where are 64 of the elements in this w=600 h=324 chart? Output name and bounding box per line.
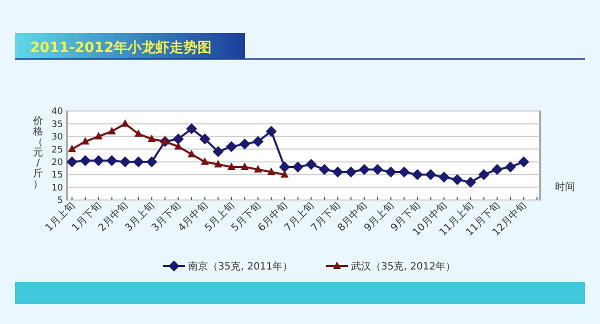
point <box>200 157 209 165</box>
point <box>68 144 76 152</box>
point <box>148 134 156 142</box>
y-tick-label: 30 <box>52 132 64 143</box>
point <box>412 169 423 180</box>
point <box>94 132 103 140</box>
point <box>80 155 91 166</box>
point <box>398 166 410 178</box>
point <box>161 137 169 145</box>
y-tick-label: 35 <box>52 120 63 130</box>
point <box>372 164 384 175</box>
point <box>292 161 304 172</box>
point <box>172 133 184 144</box>
point <box>492 164 503 175</box>
y-tick-label: 40 <box>52 107 64 118</box>
point <box>212 146 224 158</box>
point <box>227 162 236 170</box>
point <box>465 176 476 188</box>
point <box>346 166 356 178</box>
legend-label: 南京（35克, 2011年） <box>188 260 293 272</box>
point <box>226 141 237 152</box>
point <box>358 164 370 175</box>
point <box>452 174 463 186</box>
chart-title: 2011-2012年小龙虾走势图 <box>30 40 212 56</box>
point <box>120 156 131 168</box>
point <box>318 164 330 175</box>
point <box>121 119 130 127</box>
y-tick-label: 15 <box>52 170 63 181</box>
y-tick-label: 10 <box>52 183 64 194</box>
point <box>438 172 450 183</box>
y-tick-label: 5 <box>57 196 63 206</box>
y-tick-label: 25 <box>52 145 63 156</box>
point <box>478 169 490 180</box>
point <box>108 126 116 134</box>
point <box>267 168 276 176</box>
point <box>186 123 198 134</box>
y-tick-label: 20 <box>52 158 64 168</box>
x-axis-title: 时间 <box>555 181 575 193</box>
point <box>266 126 277 137</box>
point <box>240 162 249 170</box>
point <box>239 138 250 150</box>
point <box>93 155 104 166</box>
point <box>385 166 396 178</box>
point <box>132 156 144 168</box>
point <box>134 129 142 137</box>
point <box>106 155 118 166</box>
point <box>332 166 344 178</box>
point <box>81 137 90 145</box>
legend-label: 武汉（35克, 2012年） <box>351 260 456 272</box>
point <box>279 161 290 172</box>
point <box>66 156 78 168</box>
point <box>199 133 210 144</box>
point <box>214 160 222 168</box>
y-axis-title: 价格（元/斤） <box>32 115 43 190</box>
point <box>306 158 317 170</box>
point <box>504 161 516 172</box>
point <box>425 169 436 180</box>
point <box>254 164 262 172</box>
point <box>518 156 530 168</box>
point <box>174 142 182 150</box>
point <box>252 136 264 148</box>
point <box>188 150 196 158</box>
point <box>146 156 158 168</box>
point <box>280 170 289 178</box>
